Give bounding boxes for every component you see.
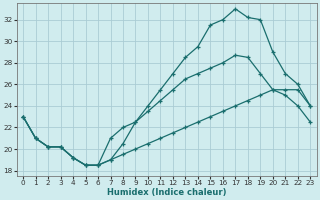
X-axis label: Humidex (Indice chaleur): Humidex (Indice chaleur) [107,188,227,197]
